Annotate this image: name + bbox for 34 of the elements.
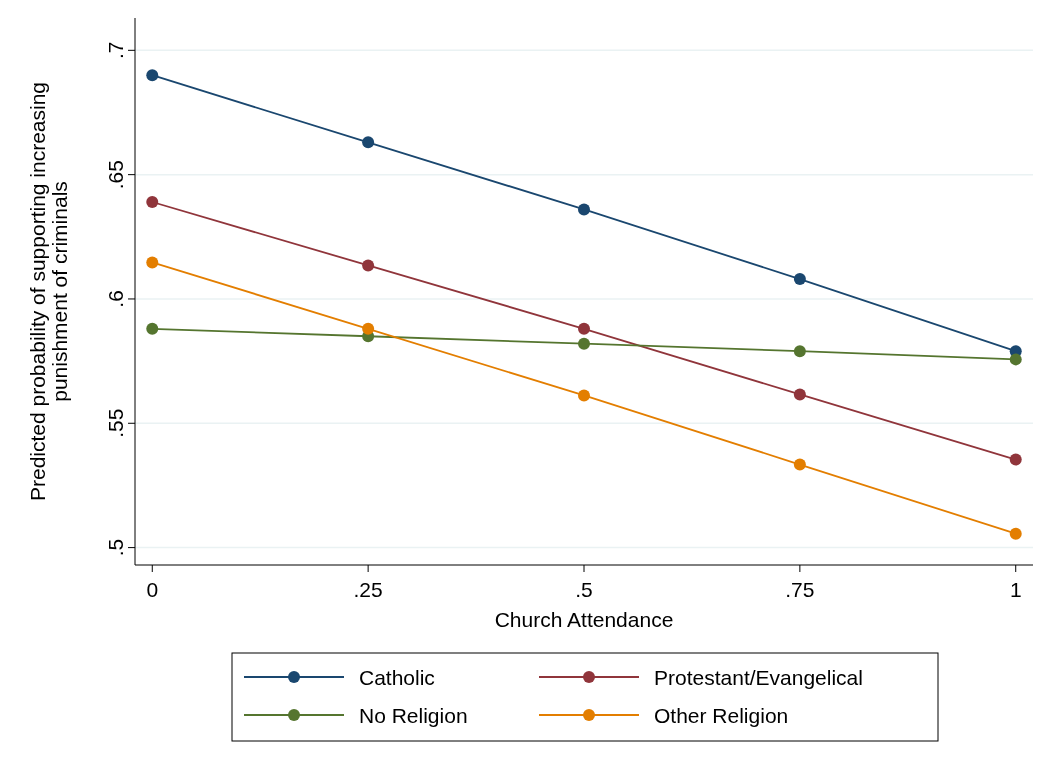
legend-label: No Religion <box>359 704 468 727</box>
legend-label: Other Religion <box>654 704 789 727</box>
x-axis-title: Church Attendance <box>494 608 674 631</box>
x-tick-label: 0 <box>146 578 159 601</box>
y-tick-label: .7 <box>104 41 127 60</box>
y-tick-label: .55 <box>104 408 127 438</box>
point <box>1009 453 1022 466</box>
point <box>793 388 806 401</box>
x-tick-label: .75 <box>785 578 815 601</box>
point <box>578 337 590 350</box>
point <box>1009 527 1022 540</box>
point <box>146 256 159 269</box>
x-tick-label: 1 <box>1009 578 1022 601</box>
point <box>1009 353 1022 366</box>
point <box>793 458 806 471</box>
legend-label: Catholic <box>359 666 435 689</box>
point <box>793 273 806 286</box>
point <box>578 389 590 402</box>
y-axis-title: Predicted probability of supporting increasing punishment of criminals <box>26 81 71 502</box>
y-tick-label: .6 <box>104 290 127 308</box>
y-tick-label: .65 <box>104 160 127 190</box>
point <box>793 345 806 358</box>
point <box>578 203 590 216</box>
point <box>362 322 375 335</box>
point <box>146 322 159 335</box>
x-tick-label: .25 <box>353 578 383 601</box>
legend-label: Protestant/Evangelical <box>654 666 863 689</box>
point <box>146 69 159 82</box>
point <box>362 259 375 272</box>
point <box>362 136 375 149</box>
y-tick-label: .5 <box>104 538 127 557</box>
point <box>146 195 159 208</box>
point <box>578 322 590 335</box>
x-tick-label: .5 <box>575 578 593 601</box>
